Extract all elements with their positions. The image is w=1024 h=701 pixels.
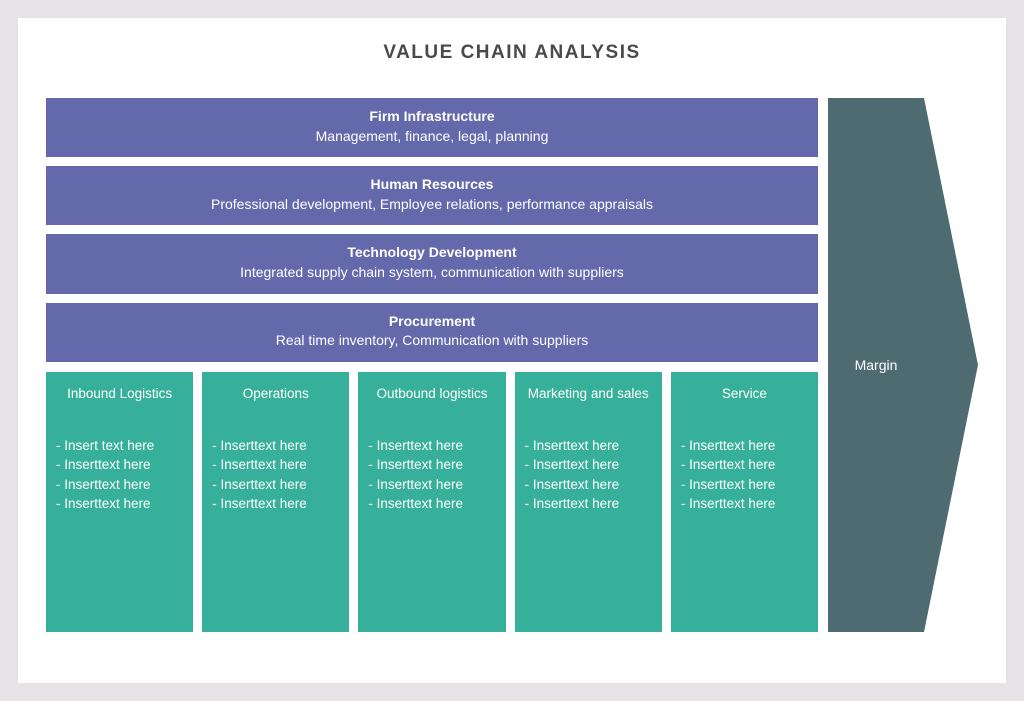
margin-arrow-head xyxy=(924,98,978,632)
primary-activity-column: ServiceInserttext hereInserttext hereIns… xyxy=(671,372,818,632)
primary-activity-column: Marketing and salesInserttext hereInsert… xyxy=(515,372,662,632)
primary-activity-item: Inserttext here xyxy=(212,475,339,495)
primary-activity-item: Inserttext here xyxy=(525,494,652,514)
support-activity-label: Human Resources xyxy=(54,175,810,195)
primary-activity-label: Marketing and sales xyxy=(525,384,652,422)
primary-activity-item: Inserttext here xyxy=(212,494,339,514)
margin-arrow: Margin xyxy=(828,98,978,632)
support-activity-label: Firm Infrastructure xyxy=(54,107,810,127)
diagram-canvas: VALUE CHAIN ANALYSIS Firm Infrastructure… xyxy=(18,18,1006,683)
primary-activity-column: OperationsInserttext hereInserttext here… xyxy=(202,372,349,632)
primary-activity-item: Inserttext here xyxy=(681,436,808,456)
support-activity-label: Technology Development xyxy=(54,243,810,263)
primary-activity-item: Insert text here xyxy=(56,436,183,456)
primary-activity-label: Service xyxy=(681,384,808,422)
primary-activity-item: Inserttext here xyxy=(681,455,808,475)
primary-activity-item: Inserttext here xyxy=(56,455,183,475)
primary-activity-item: Inserttext here xyxy=(681,494,808,514)
primary-activity-item: Inserttext here xyxy=(681,475,808,495)
primary-activity-items: Insert text hereInserttext hereInserttex… xyxy=(56,436,183,514)
primary-activity-item: Inserttext here xyxy=(368,475,495,495)
primary-activity-column: Inbound LogisticsInsert text hereInsertt… xyxy=(46,372,193,632)
primary-activity-item: Inserttext here xyxy=(56,494,183,514)
margin-label: Margin xyxy=(855,357,898,373)
primary-activity-items: Inserttext hereInserttext hereInserttext… xyxy=(681,436,808,514)
support-activity-desc: Professional development, Employee relat… xyxy=(54,195,810,215)
primary-activity-item: Inserttext here xyxy=(525,455,652,475)
primary-activities-group: Inbound LogisticsInsert text hereInsertt… xyxy=(46,372,818,632)
primary-activity-item: Inserttext here xyxy=(368,494,495,514)
primary-activity-item: Inserttext here xyxy=(212,455,339,475)
primary-activity-items: Inserttext hereInserttext hereInserttext… xyxy=(368,436,495,514)
diagram-title: VALUE CHAIN ANALYSIS xyxy=(46,42,978,64)
support-activities-group: Firm InfrastructureManagement, finance, … xyxy=(46,98,818,362)
support-activity-bar: Firm InfrastructureManagement, finance, … xyxy=(46,98,818,157)
primary-activity-items: Inserttext hereInserttext hereInserttext… xyxy=(525,436,652,514)
primary-activity-items: Inserttext hereInserttext hereInserttext… xyxy=(212,436,339,514)
support-activity-desc: Integrated supply chain system, communic… xyxy=(54,263,810,283)
primary-activity-item: Inserttext here xyxy=(525,475,652,495)
support-activity-bar: ProcurementReal time inventory, Communic… xyxy=(46,303,818,362)
primary-activity-label: Inbound Logistics xyxy=(56,384,183,422)
primary-activity-label: Outbound logistics xyxy=(368,384,495,422)
support-activity-desc: Real time inventory, Communication with … xyxy=(54,331,810,351)
support-activity-desc: Management, finance, legal, planning xyxy=(54,127,810,147)
primary-activity-item: Inserttext here xyxy=(56,475,183,495)
primary-activity-item: Inserttext here xyxy=(525,436,652,456)
support-activity-label: Procurement xyxy=(54,312,810,332)
primary-activity-column: Outbound logisticsInserttext hereInsertt… xyxy=(358,372,505,632)
primary-activity-item: Inserttext here xyxy=(212,436,339,456)
support-activity-bar: Technology DevelopmentIntegrated supply … xyxy=(46,234,818,293)
primary-activity-item: Inserttext here xyxy=(368,455,495,475)
margin-arrow-body: Margin xyxy=(828,98,924,632)
primary-activity-label: Operations xyxy=(212,384,339,422)
support-activity-bar: Human ResourcesProfessional development,… xyxy=(46,166,818,225)
value-chain: Firm InfrastructureManagement, finance, … xyxy=(46,98,978,632)
activities-column: Firm InfrastructureManagement, finance, … xyxy=(46,98,818,632)
primary-activity-item: Inserttext here xyxy=(368,436,495,456)
